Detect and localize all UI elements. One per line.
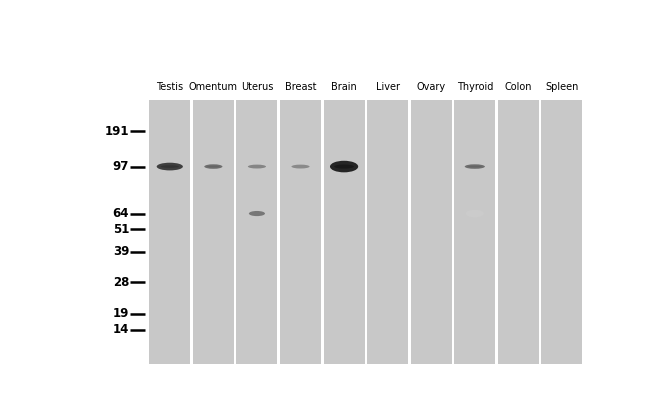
Text: Omentum: Omentum: [189, 82, 238, 92]
Bar: [367, 100, 408, 364]
Bar: [193, 100, 234, 364]
Bar: [237, 100, 278, 364]
Bar: [150, 100, 190, 364]
Text: 19: 19: [112, 307, 129, 320]
Ellipse shape: [248, 165, 266, 168]
Ellipse shape: [291, 165, 309, 168]
Ellipse shape: [157, 163, 183, 171]
Text: Spleen: Spleen: [545, 82, 578, 92]
Text: 39: 39: [112, 245, 129, 258]
Bar: [411, 100, 452, 364]
Text: 28: 28: [112, 275, 129, 289]
Ellipse shape: [204, 164, 222, 169]
Text: 191: 191: [105, 125, 129, 138]
Text: Breast: Breast: [285, 82, 317, 92]
Text: Testis: Testis: [156, 82, 183, 92]
Text: Thyroid: Thyroid: [456, 82, 493, 92]
Bar: [324, 100, 365, 364]
Bar: [280, 100, 321, 364]
Text: Uterus: Uterus: [240, 82, 273, 92]
Ellipse shape: [207, 166, 220, 167]
Text: Ovary: Ovary: [417, 82, 446, 92]
Bar: [498, 100, 539, 364]
Ellipse shape: [468, 166, 482, 167]
Ellipse shape: [334, 165, 354, 168]
Text: Colon: Colon: [504, 82, 532, 92]
Text: 64: 64: [112, 207, 129, 220]
Ellipse shape: [249, 211, 265, 216]
Bar: [541, 100, 582, 364]
Ellipse shape: [330, 161, 358, 172]
Text: 14: 14: [112, 323, 129, 336]
Text: 97: 97: [112, 160, 129, 173]
Bar: [454, 100, 495, 364]
Text: Brain: Brain: [332, 82, 357, 92]
Text: Liver: Liver: [376, 82, 400, 92]
Ellipse shape: [465, 164, 485, 169]
Text: 51: 51: [112, 223, 129, 236]
Ellipse shape: [161, 165, 179, 168]
Ellipse shape: [466, 210, 484, 217]
